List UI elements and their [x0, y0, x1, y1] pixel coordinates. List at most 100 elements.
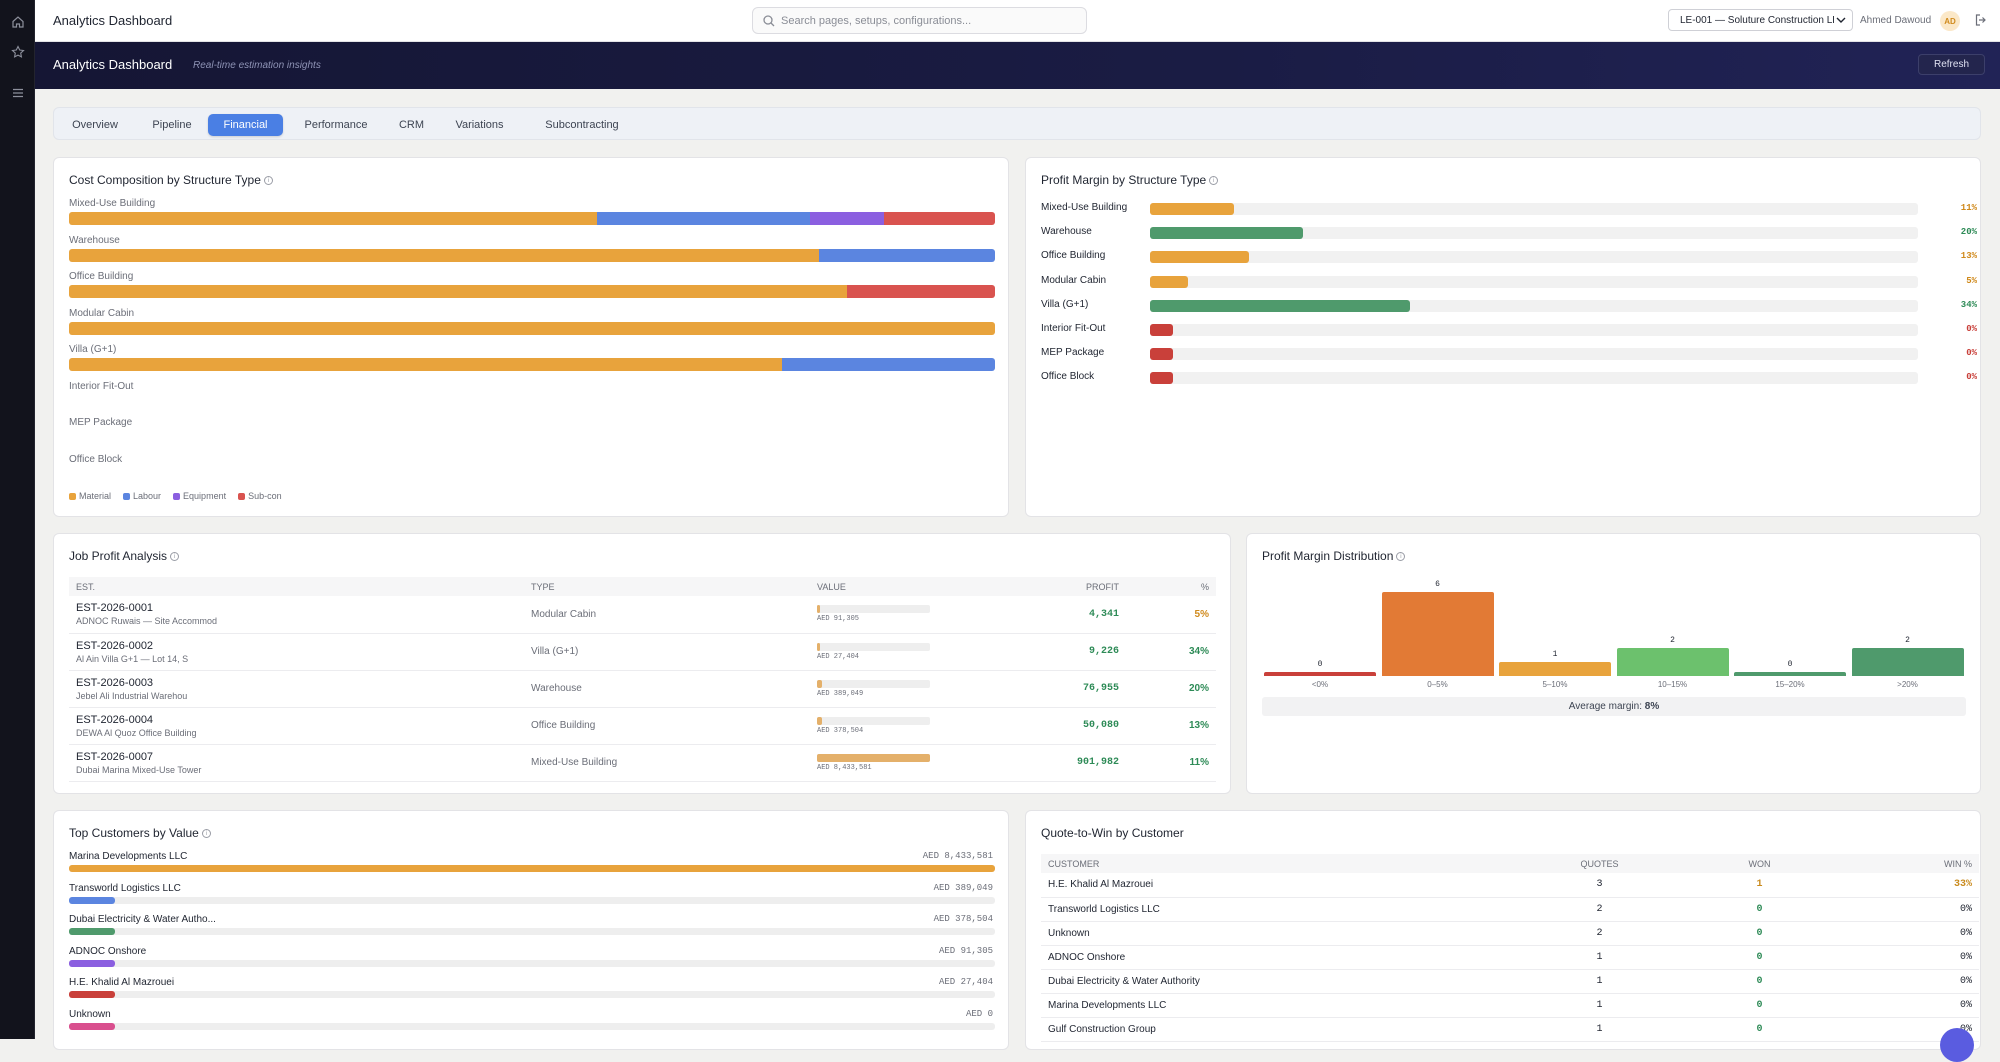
tab-financial[interactable]: Financial — [208, 114, 283, 136]
star-icon[interactable] — [9, 43, 26, 60]
customer-value: AED 0 — [965, 1008, 993, 1019]
tab-performance[interactable]: Performance — [304, 119, 368, 131]
est-number: EST-2026-0003 — [76, 676, 154, 689]
menu-icon[interactable] — [9, 84, 26, 101]
est-cell: EST-2026-0001 ADNOC Ruwais — Site Accommo… — [69, 596, 524, 634]
tab-crm[interactable]: CRM — [398, 119, 425, 131]
table-row[interactable]: EST-2026-0004 DEWA Al Quoz Office Buildin… — [69, 707, 1216, 745]
job-profit-card: Job Profit Analysis i EST. TYPE VALUE PRO… — [53, 533, 1231, 794]
value-fill — [817, 716, 823, 725]
cost-row-bar — [69, 285, 995, 298]
distribution-bar[interactable] — [1381, 592, 1494, 676]
card-title: Profit Margin Distribution i — [1262, 549, 1406, 563]
quote-to-win-title: Quote-to-Win by Customer — [1041, 826, 1184, 840]
margin-row-fill — [1150, 251, 1250, 264]
info-icon[interactable]: i — [201, 829, 211, 839]
quote-to-win-table: CUSTOMER QUOTES WON WIN % H.E. Khalid Al… — [1041, 854, 1979, 1042]
table-row[interactable]: Unknown 2 0 0% — [1041, 921, 1979, 946]
distribution-bin-label: 5–10% — [1542, 680, 1568, 689]
tab-variations[interactable]: Variations — [455, 119, 504, 131]
legend-labour: Labour — [123, 491, 161, 501]
search-input[interactable]: Search pages, setups, configurations... — [752, 7, 1087, 34]
margin-row-label: MEP Package — [1041, 347, 1105, 359]
cost-segment-material — [69, 321, 995, 335]
distribution-card: Profit Margin Distribution i 0 <0% 6 0–5% 1 5–… — [1246, 533, 1981, 794]
table-row[interactable]: Gulf Construction Group 1 0 0% — [1041, 1017, 1979, 1042]
customer-name: ADNOC Onshore — [69, 945, 147, 957]
won-cell: 1 — [1671, 873, 1841, 898]
cost-row-bar — [69, 212, 995, 225]
quote-to-win-card: Quote-to-Win by Customer CUSTOMER QUOTES… — [1025, 810, 1981, 1050]
info-icon[interactable]: i — [170, 552, 180, 562]
average-margin-label: Average margin: — [1568, 701, 1642, 712]
win-pct-cell: 0% — [1841, 897, 1979, 922]
tab-subcontracting[interactable]: Subcontracting — [545, 119, 619, 131]
customer-cell: Gulf Construction Group — [1041, 1017, 1521, 1042]
cost-segment-material — [69, 358, 783, 371]
chat-fab-button[interactable] — [1940, 1028, 1974, 1062]
legend-material: Material — [69, 491, 111, 501]
table-row[interactable]: H.E. Khalid Al Mazrouei 3 1 33% — [1041, 873, 1979, 898]
table-row[interactable]: EST-2026-0007 Dubai Marina Mixed-Use Towe… — [69, 744, 1216, 782]
distribution-bar[interactable] — [1851, 648, 1964, 676]
entity-select[interactable]: LE-001 — Soluture Construction LLC — [1668, 9, 1853, 31]
margin-row-label: Warehouse — [1041, 226, 1092, 238]
type-cell: Villa (G+1) — [524, 633, 810, 671]
info-icon[interactable]: i — [1209, 176, 1219, 186]
logout-icon[interactable] — [1974, 13, 1988, 27]
job-profit-table: EST. TYPE VALUE PROFIT % EST-2026-0001 AD… — [69, 577, 1216, 782]
margin-row-pct: 0% — [1966, 372, 1977, 383]
legend-equipment: Equipment — [173, 491, 226, 501]
cost-segment-material — [69, 212, 597, 225]
quotes-cell: 1 — [1521, 945, 1671, 970]
est-project: Dubai Marina Mixed-Use Tower — [76, 764, 202, 775]
customer-value-fill — [69, 1022, 115, 1030]
type-cell: Mixed-Use Building — [524, 744, 810, 782]
col-quotes: QUOTES — [1521, 854, 1671, 873]
cost-segment-subcon — [883, 212, 995, 225]
distribution-count: 0 — [1317, 660, 1323, 669]
win-pct-cell: 0% — [1841, 921, 1979, 946]
card-title: Cost Composition by Structure Type i — [69, 173, 273, 187]
profit-margin-card: Profit Margin by Structure Type i Mixed-U… — [1025, 157, 1981, 517]
cost-row-label: Office Block — [69, 453, 123, 465]
customer-value: AED 27,404 — [938, 977, 993, 987]
table-row[interactable]: Transworld Logistics LLC 2 0 0% — [1041, 897, 1979, 922]
avatar[interactable]: AD — [1940, 11, 1960, 31]
tab-pipeline[interactable]: Pipeline — [152, 119, 192, 131]
customer-cell: Unknown — [1041, 921, 1521, 946]
est-project: ADNOC Ruwais — Site Accommod — [76, 616, 218, 627]
search-placeholder: Search pages, setups, configurations... — [781, 15, 972, 27]
distribution-bar[interactable] — [1264, 672, 1376, 676]
customer-value-fill — [69, 959, 115, 967]
distribution-bar[interactable] — [1734, 672, 1846, 676]
distribution-bar[interactable] — [1616, 648, 1729, 676]
pct-cell: 13% — [1126, 707, 1216, 745]
average-margin-value: 8% — [1644, 701, 1660, 712]
type-cell: Office Building — [524, 707, 810, 745]
margin-row-pct: 0% — [1966, 324, 1977, 334]
value-text: AED 8,433,581 — [817, 763, 872, 772]
type-cell: Modular Cabin — [524, 596, 810, 634]
won-cell: 0 — [1671, 993, 1841, 1018]
distribution-bar[interactable] — [1499, 662, 1611, 676]
table-row[interactable]: EST-2026-0003 Jebel Ali Industrial Wareho… — [69, 670, 1216, 708]
info-icon[interactable]: i — [1396, 552, 1406, 562]
table-row[interactable]: ADNOC Onshore 1 0 0% — [1041, 945, 1979, 970]
customer-value: AED 389,049 — [933, 882, 993, 893]
cost-row-label: Modular Cabin — [69, 307, 135, 319]
tab-overview[interactable]: Overview — [72, 119, 118, 131]
card-title: Top Customers by Value i — [69, 826, 211, 840]
table-row[interactable]: Dubai Electricity & Water Authority 1 0 0% — [1041, 969, 1979, 994]
table-row[interactable]: Marina Developments LLC 1 0 0% — [1041, 993, 1979, 1018]
home-icon[interactable] — [9, 13, 26, 30]
refresh-button[interactable]: Refresh — [1918, 54, 1985, 75]
col-won: WON — [1671, 854, 1841, 873]
margin-row-pct: 13% — [1960, 251, 1977, 262]
table-row[interactable]: EST-2026-0001 ADNOC Ruwais — Site Accommo… — [69, 596, 1216, 634]
margin-row-fill — [1150, 324, 1173, 336]
customer-value-fill — [69, 991, 115, 998]
table-row[interactable]: EST-2026-0002 Al Ain Villa G+1 — Lot 14, … — [69, 633, 1216, 671]
info-icon[interactable]: i — [263, 176, 273, 186]
cost-row-label: MEP Package — [69, 417, 133, 428]
